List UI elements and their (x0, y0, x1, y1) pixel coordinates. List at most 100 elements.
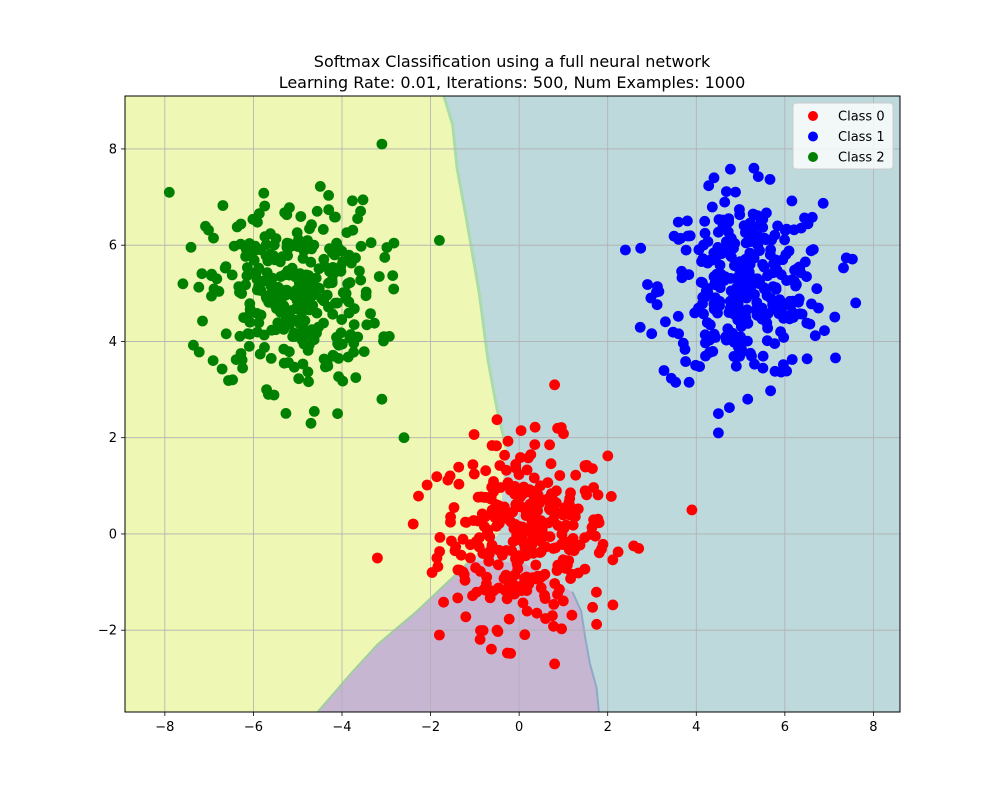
x-tick-label: 0 (515, 720, 523, 735)
data-point (612, 546, 624, 558)
data-point (265, 248, 276, 260)
data-point (510, 462, 522, 474)
data-point (537, 528, 549, 540)
data-point (261, 384, 272, 395)
data-point (452, 592, 464, 604)
data-point (679, 344, 691, 355)
data-point (545, 458, 557, 470)
data-point (715, 247, 727, 259)
data-point (360, 290, 372, 302)
data-point (525, 449, 537, 460)
data-point (549, 658, 560, 670)
data-point (544, 439, 555, 451)
chart-title: Softmax Classification using a full neur… (314, 52, 711, 71)
data-point (682, 215, 693, 227)
data-point (713, 408, 724, 419)
data-point (196, 268, 208, 280)
data-point (434, 629, 445, 641)
data-point (711, 268, 723, 280)
data-point (762, 270, 773, 282)
data-point (521, 464, 533, 476)
data-point (323, 190, 334, 201)
data-point (369, 317, 380, 329)
y-tick-label: 0 (109, 527, 117, 542)
data-point (540, 613, 551, 624)
x-tick-label: 2 (604, 720, 612, 735)
data-point (243, 340, 255, 352)
data-point (693, 244, 705, 256)
data-point (733, 341, 744, 353)
data-point (546, 488, 557, 500)
legend-marker (808, 152, 818, 162)
data-point (706, 201, 718, 213)
data-point (297, 321, 309, 333)
legend-label: Class 0 (838, 110, 885, 125)
legend-label: Class 1 (838, 130, 885, 145)
data-point (163, 186, 175, 198)
data-point (498, 501, 510, 513)
data-point (753, 231, 764, 243)
data-point (329, 297, 341, 309)
data-point (789, 275, 800, 287)
data-point (234, 330, 246, 342)
data-point (320, 361, 331, 373)
data-point (291, 294, 303, 306)
x-tick-label: 4 (692, 720, 700, 735)
data-point (470, 562, 481, 574)
data-point (757, 362, 769, 374)
data-point (482, 527, 493, 539)
data-point (777, 299, 789, 310)
data-point (620, 244, 631, 256)
data-point (760, 314, 771, 326)
data-point (352, 213, 363, 225)
data-point (341, 227, 353, 239)
y-tick-label: 6 (109, 239, 117, 254)
data-point (457, 533, 469, 545)
x-tick-label: −8 (155, 720, 174, 735)
data-point (830, 352, 841, 364)
data-point (740, 237, 752, 249)
data-point (213, 286, 225, 297)
data-point (714, 296, 726, 307)
data-point (544, 503, 555, 515)
data-point (311, 205, 323, 217)
data-point (539, 589, 550, 601)
data-point (850, 297, 862, 309)
data-point (768, 258, 779, 269)
data-point (739, 308, 751, 320)
data-point (223, 375, 234, 386)
data-point (268, 239, 280, 251)
data-point (317, 224, 329, 235)
plot-frame (124, 95, 901, 713)
data-point (778, 332, 790, 343)
data-point (690, 359, 701, 371)
data-point (345, 329, 357, 340)
data-point (485, 493, 497, 505)
data-point (556, 623, 567, 635)
data-point (642, 279, 653, 290)
data-point (749, 358, 760, 370)
data-point (547, 543, 559, 554)
data-point (683, 269, 695, 280)
data-point (829, 311, 841, 323)
y-tick-label: −2 (98, 624, 117, 639)
data-point (748, 162, 760, 174)
data-point (303, 270, 314, 281)
data-point (719, 196, 731, 208)
series-class-2 (163, 138, 445, 444)
data-point (747, 208, 759, 220)
data-point (460, 611, 472, 623)
data-point (552, 520, 564, 531)
legend-box (792, 102, 894, 170)
data-point (786, 354, 798, 365)
data-point (806, 298, 817, 310)
data-point (591, 618, 602, 630)
data-point (528, 472, 540, 484)
data-point (529, 439, 541, 450)
data-point (294, 268, 306, 279)
data-point (473, 532, 485, 544)
data-point (252, 216, 263, 228)
data-point (769, 365, 781, 377)
data-point (230, 354, 242, 365)
data-point (539, 568, 551, 580)
